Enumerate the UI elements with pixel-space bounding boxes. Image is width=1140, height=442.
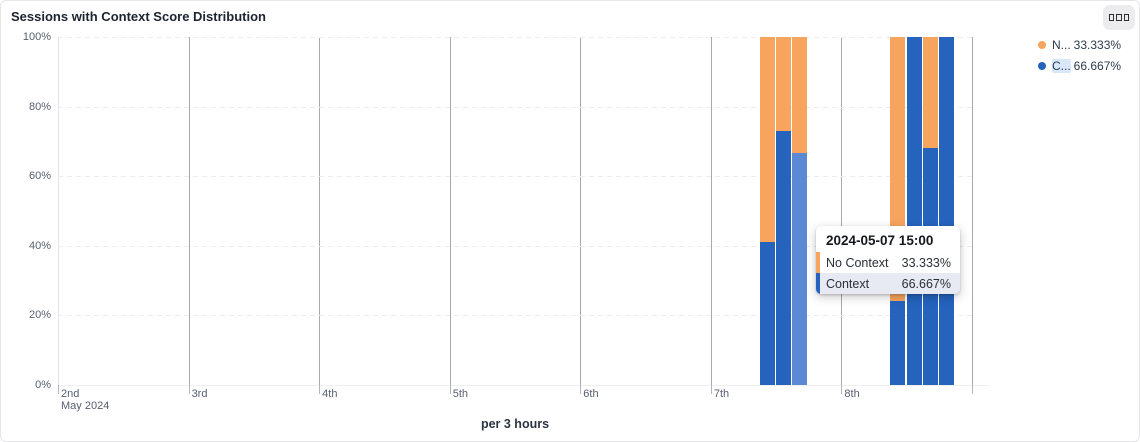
- x-axis-month-label: May 2024: [61, 400, 110, 412]
- bar-segment-no-context[interactable]: [923, 37, 939, 149]
- y-axis-tick-label: 60%: [28, 170, 51, 183]
- y-axis-tick-label: 100%: [22, 31, 51, 43]
- bar-segment-no-context[interactable]: [792, 37, 808, 153]
- bar-segment-no-context[interactable]: [776, 37, 792, 131]
- x-axis-tick-label: 2nd: [61, 388, 80, 400]
- chart-title: Sessions with Context Score Distribution: [11, 9, 266, 24]
- gridline-horizontal: [58, 245, 972, 247]
- legend-item-no-context[interactable]: N... 33.333%: [1038, 38, 1121, 52]
- x-axis-tick: [449, 385, 451, 394]
- x-axis-tick: [710, 385, 712, 394]
- gridline-vertical: [188, 37, 190, 385]
- bar-segment-context[interactable]: [939, 37, 955, 385]
- gridline-vertical: [449, 37, 451, 385]
- legend-label: C...: [1052, 59, 1071, 73]
- legend-dot-no-context-icon: [1038, 41, 1046, 49]
- bar-segment-no-context[interactable]: [759, 37, 775, 243]
- tooltip-label: Context: [826, 276, 870, 291]
- bar-segment-context[interactable]: [906, 37, 922, 385]
- y-axis-tick-label: 20%: [28, 309, 51, 322]
- tooltip-color-strip: [816, 252, 820, 273]
- legend: N... 33.333% C... 66.667%: [1038, 38, 1121, 80]
- grid-icon: [1109, 14, 1115, 21]
- tooltip-title: 2024-05-07 15:00: [826, 233, 934, 248]
- tooltip-label: No Context: [826, 255, 889, 270]
- x-axis-tick-label: 5th: [452, 388, 468, 400]
- plot-area: [58, 37, 973, 385]
- x-axis-tick: [58, 385, 59, 394]
- legend-value: 66.667%: [1073, 59, 1122, 73]
- bar-segment-context[interactable]: [776, 130, 792, 385]
- gridline-vertical: [319, 37, 321, 385]
- x-axis-line: [58, 385, 989, 386]
- tooltip-row-no-context: No Context 33.333%: [816, 252, 960, 273]
- legend-dot-context-icon: [1038, 62, 1046, 70]
- legend-item-context[interactable]: C... 66.667%: [1038, 59, 1121, 73]
- gridline-horizontal: [58, 106, 972, 108]
- x-axis-tick: [972, 385, 973, 394]
- x-axis-tick: [580, 385, 582, 394]
- tooltip-value: 33.333%: [901, 255, 951, 270]
- legend-label: N...: [1052, 38, 1071, 52]
- gridline-vertical: [841, 37, 843, 385]
- gridline-horizontal: [58, 315, 972, 317]
- y-axis-tick-label: 0%: [35, 379, 51, 391]
- columns-button[interactable]: [1103, 5, 1135, 30]
- x-axis-tick: [188, 385, 190, 394]
- tooltip: 2024-05-07 15:00 No Context 33.333% Cont…: [816, 226, 960, 294]
- bar-segment-context[interactable]: [890, 301, 906, 385]
- legend-value: 33.333%: [1073, 38, 1122, 52]
- x-axis-title: per 3 hours: [480, 417, 550, 431]
- bar-segment-context[interactable]: [792, 153, 808, 385]
- bar-segment-context[interactable]: [759, 242, 775, 385]
- gridline-vertical: [580, 37, 582, 385]
- tooltip-value: 66.667%: [901, 276, 951, 291]
- y-axis-tick-label: 40%: [28, 239, 51, 252]
- y-axis-tick-label: 80%: [28, 100, 51, 113]
- x-axis-tick-label: 8th: [844, 388, 860, 400]
- gridline-vertical: [710, 37, 712, 385]
- tooltip-color-strip: [816, 273, 820, 294]
- x-axis-tick-label: 4th: [322, 388, 338, 400]
- x-axis-tick: [319, 385, 321, 394]
- gridline-vertical: [972, 37, 973, 385]
- gridline-horizontal: [58, 37, 972, 38]
- x-axis-tick-label: 7th: [713, 388, 730, 400]
- tooltip-row-context: Context 66.667%: [816, 273, 960, 294]
- x-axis-tick-label: 3rd: [191, 388, 208, 400]
- gridline-horizontal: [58, 176, 972, 178]
- x-axis-tick: [841, 385, 843, 394]
- x-axis-tick-label: 6th: [583, 388, 599, 400]
- gridline-vertical: [58, 37, 59, 385]
